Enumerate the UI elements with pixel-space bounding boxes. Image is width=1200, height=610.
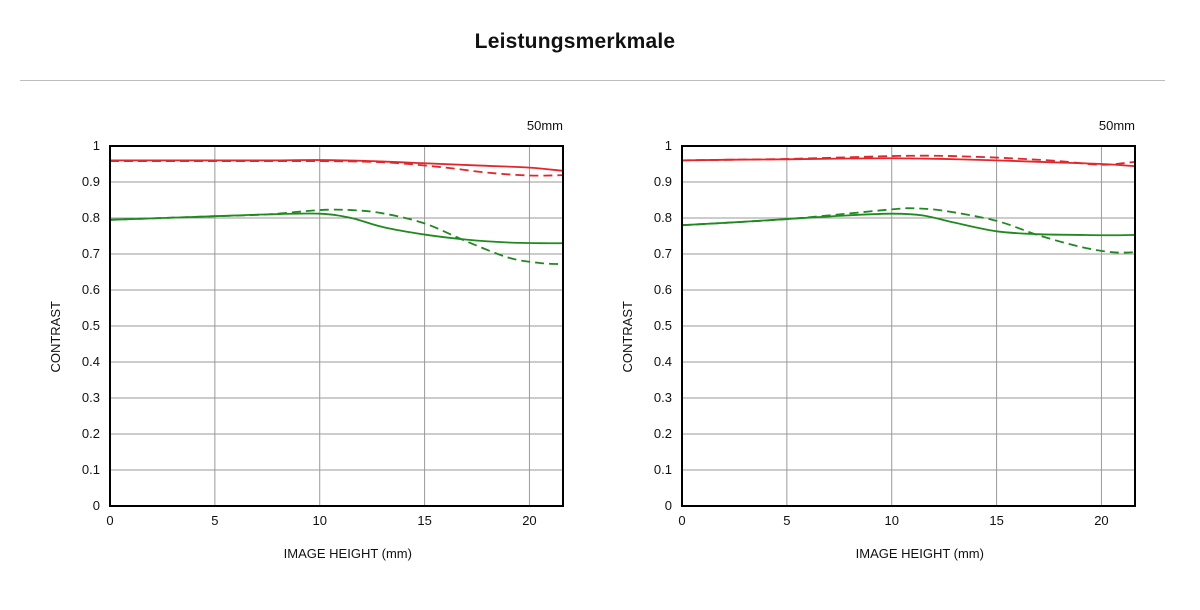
y-tick-label: 0.6 xyxy=(654,282,672,297)
y-axis-label: CONTRAST xyxy=(48,301,63,373)
mtf-chart-1: 00.10.20.30.40.50.60.70.80.910 5 10 15 20IMA… xyxy=(48,118,564,561)
x-tick-label: 15 xyxy=(417,513,431,528)
series-line-2 xyxy=(681,154,1136,166)
x-tick-label: 0 xyxy=(678,513,685,528)
x-tick-label: 15 xyxy=(989,513,1003,528)
y-tick-label: 1 xyxy=(93,138,100,153)
x-tick-label: 5 xyxy=(783,513,790,528)
y-tick-label: 0.7 xyxy=(82,246,100,261)
y-tick-label: 0.2 xyxy=(82,426,100,441)
y-tick-label: 0.1 xyxy=(82,462,100,477)
y-tick-label: 0.7 xyxy=(654,246,672,261)
y-tick-label: 0.2 xyxy=(654,426,672,441)
page-title: Leistungsmerkmale xyxy=(474,30,676,53)
y-tick-label: 0.3 xyxy=(654,390,672,405)
plot-frame xyxy=(109,145,564,507)
series-line-3 xyxy=(681,212,1136,237)
x-tick-label: 10 xyxy=(312,513,326,528)
y-tick-label: 0.1 xyxy=(654,462,672,477)
x-axis-label: IMAGE HEIGHT (mm) xyxy=(284,546,412,561)
y-tick-label: 0.3 xyxy=(82,390,100,405)
x-tick-label: 20 xyxy=(522,513,536,528)
y-tick-label: 0.4 xyxy=(82,354,100,369)
y-tick-label: 0.4 xyxy=(654,354,672,369)
y-tick-label: 0 xyxy=(665,498,672,513)
x-tick-label: 5 xyxy=(211,513,218,528)
y-tick-label: 0.5 xyxy=(82,318,100,333)
y-tick-label: 0.8 xyxy=(82,210,100,225)
x-axis-label: IMAGE HEIGHT (mm) xyxy=(856,546,984,561)
focal-length-annotation: 50mm xyxy=(1099,118,1135,133)
y-axis-label: CONTRAST xyxy=(620,301,635,373)
focal-length-annotation: 50mm xyxy=(527,118,563,133)
mtf-chart-2: 00.10.20.30.40.50.60.70.80.910 5 10 15 20IMA… xyxy=(620,118,1136,561)
x-tick-label: 0 xyxy=(106,513,113,528)
plot-frame xyxy=(681,145,1136,507)
y-tick-label: 0.8 xyxy=(654,210,672,225)
y-tick-label: 1 xyxy=(665,138,672,153)
series-line-2 xyxy=(110,160,564,177)
y-tick-label: 0 xyxy=(93,498,100,513)
y-tick-label: 0.5 xyxy=(654,318,672,333)
x-tick-label: 10 xyxy=(884,513,898,528)
y-tick-label: 0.9 xyxy=(82,174,100,189)
series-line-4 xyxy=(681,207,1136,254)
series-line-4 xyxy=(109,208,564,265)
title-divider xyxy=(20,80,1165,81)
x-tick-label: 20 xyxy=(1094,513,1108,528)
y-tick-label: 0.6 xyxy=(82,282,100,297)
y-tick-label: 0.9 xyxy=(654,174,672,189)
